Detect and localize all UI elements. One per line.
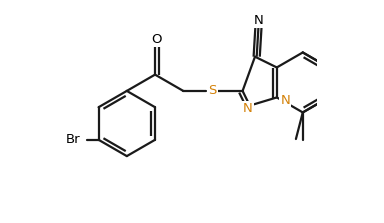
Text: N: N — [253, 14, 263, 27]
Text: Br: Br — [66, 133, 81, 146]
Text: S: S — [209, 85, 217, 97]
Text: N: N — [280, 94, 290, 107]
Text: O: O — [152, 33, 162, 46]
Text: N: N — [243, 102, 253, 115]
